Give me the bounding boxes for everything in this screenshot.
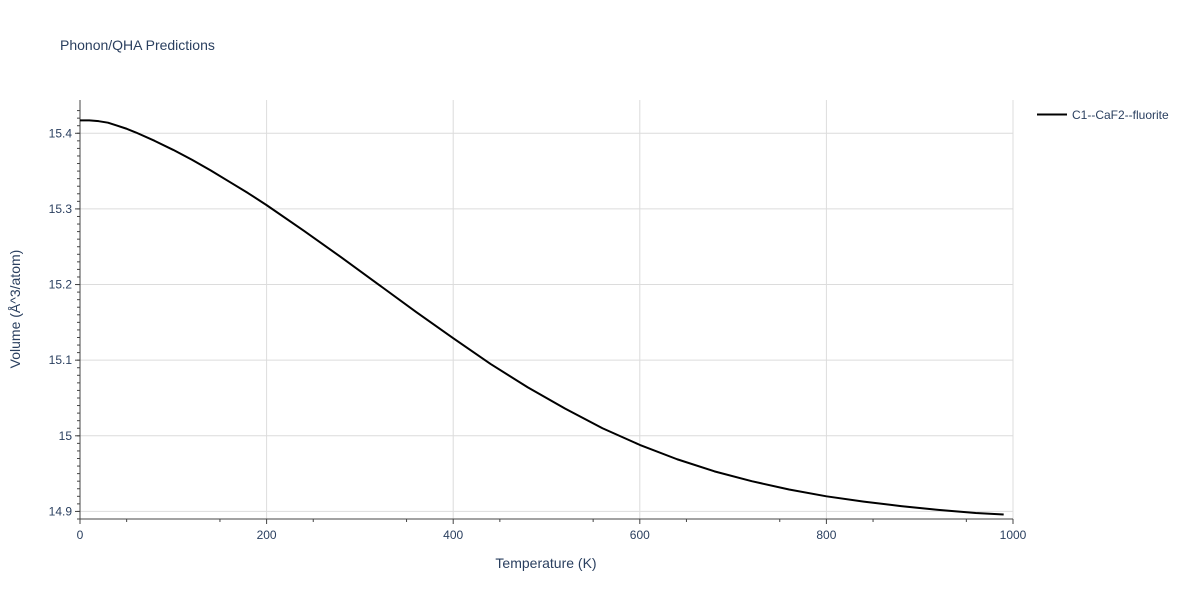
x-tick-label: 600 — [630, 528, 650, 542]
y-tick-label: 15 — [59, 429, 73, 443]
y-tick-label: 15.4 — [49, 126, 73, 140]
axes-layer — [79, 100, 1013, 520]
y-tick-label: 14.9 — [49, 504, 73, 518]
x-tick-label: 0 — [77, 528, 84, 542]
x-tick-label: 400 — [443, 528, 463, 542]
x-tick-label: 200 — [257, 528, 277, 542]
y-axis-title: Volume (Å^3/atom) — [7, 250, 23, 369]
chart-title: Phonon/QHA Predictions — [60, 37, 215, 53]
y-tick-label: 15.1 — [49, 353, 73, 367]
legend-label: C1--CaF2--fluorite — [1072, 108, 1169, 122]
ticks-layer: 0 200 400 600 800 1000 14.9 15 15.1 15.2 15.3 15.4 — [49, 110, 1027, 542]
y-tick-label: 15.3 — [49, 202, 73, 216]
x-axis-title: Temperature (K) — [495, 555, 596, 571]
series-line — [80, 119, 1004, 516]
x-tick-label: 800 — [816, 528, 836, 542]
x-tick-label: 1000 — [1000, 528, 1027, 542]
grid-layer — [80, 100, 1014, 519]
series-layer — [80, 119, 1004, 516]
legend[interactable]: C1--CaF2--fluorite — [1037, 108, 1169, 122]
y-tick-label: 15.2 — [49, 278, 73, 292]
